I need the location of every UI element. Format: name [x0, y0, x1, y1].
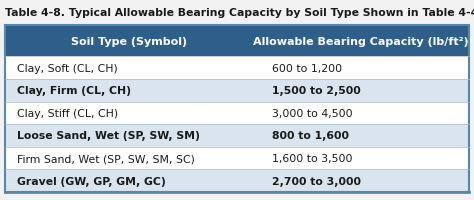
- Bar: [5, 26, 469, 192]
- Text: Clay, Firm (CL, CH): Clay, Firm (CL, CH): [17, 86, 131, 96]
- Text: 3,000 to 4,500: 3,000 to 4,500: [272, 108, 353, 118]
- Text: 1,500 to 2,500: 1,500 to 2,500: [272, 86, 361, 96]
- Text: 1,600 to 3,500: 1,600 to 3,500: [272, 153, 353, 163]
- Text: 2,700 to 3,000: 2,700 to 3,000: [272, 176, 361, 186]
- Bar: [253, 26, 469, 57]
- Bar: [5, 147, 469, 170]
- Text: Soil Type (Symbol): Soil Type (Symbol): [71, 37, 187, 46]
- Bar: [5, 26, 253, 57]
- Text: Clay, Stiff (CL, CH): Clay, Stiff (CL, CH): [17, 108, 118, 118]
- Text: 800 to 1,600: 800 to 1,600: [272, 131, 349, 141]
- Text: Table 4-8. Typical Allowable Bearing Capacity by Soil Type Shown in Table 4-4: Table 4-8. Typical Allowable Bearing Cap…: [5, 8, 474, 18]
- Bar: [5, 124, 469, 147]
- Text: Loose Sand, Wet (SP, SW, SM): Loose Sand, Wet (SP, SW, SM): [17, 131, 200, 141]
- Text: Allowable Bearing Capacity (lb/ft²): Allowable Bearing Capacity (lb/ft²): [254, 37, 469, 46]
- Bar: [5, 169, 469, 192]
- Bar: [5, 79, 469, 102]
- Text: Firm Sand, Wet (SP, SW, SM, SC): Firm Sand, Wet (SP, SW, SM, SC): [17, 153, 194, 163]
- Bar: [5, 57, 469, 79]
- Text: Clay, Soft (CL, CH): Clay, Soft (CL, CH): [17, 63, 118, 73]
- Text: Gravel (GW, GP, GM, GC): Gravel (GW, GP, GM, GC): [17, 176, 165, 186]
- Bar: [5, 102, 469, 124]
- Text: 600 to 1,200: 600 to 1,200: [272, 63, 342, 73]
